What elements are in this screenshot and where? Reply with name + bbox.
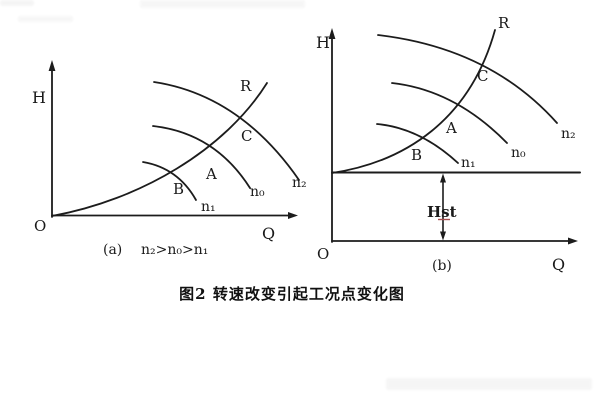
figure-a-pump-curve-n1 — [142, 161, 197, 201]
figure-a-point-B-label: B — [173, 180, 184, 198]
figure-b-point-A-label: A — [445, 119, 457, 137]
figure-a-y-axis-arrow-icon — [48, 60, 56, 71]
figure-b — [328, 28, 581, 245]
figure-b-origin-label: O — [317, 245, 329, 263]
figure-a-speed-condition: n₂>n₀>n₁ — [141, 242, 208, 258]
figure-a-point-A-label: A — [205, 165, 217, 183]
figure-b-pump-curve-n2 — [377, 34, 558, 124]
figure-b-hst-arrow-down-icon — [440, 231, 446, 241]
figure-b-y-axis-label: H — [316, 33, 330, 52]
figure-a-pump-curve-n0 — [152, 125, 251, 189]
figure-b-point-B-label: B — [411, 146, 422, 164]
figure-b-curve-n0-label: n₀ — [511, 145, 526, 161]
figure-b-tag: (b) — [432, 258, 452, 274]
figure-a-curve-n2-label: n₂ — [292, 175, 307, 191]
figure-a-point-R-label: R — [240, 77, 252, 95]
figure-a-system-curve-R — [51, 82, 268, 217]
figure-a — [48, 60, 300, 219]
figure-a-curve-n0-label: n₀ — [250, 184, 265, 200]
figure-b-system-curve-R — [331, 29, 496, 174]
figure-a-origin-label: O — [34, 217, 46, 235]
figure-b-pump-curve-n1 — [376, 123, 459, 164]
figure-b-curve-n2-label: n₂ — [561, 126, 576, 142]
figure-b-pump-curve-n0 — [391, 82, 508, 144]
figure-a-point-C-label: C — [241, 127, 252, 145]
figure-b-point-R-label: R — [498, 14, 510, 32]
figure-a-x-axis-label: Q — [262, 224, 275, 243]
figure-b-x-axis-arrow-icon — [568, 237, 578, 245]
figure-a-y-axis-label: H — [32, 88, 46, 107]
figure-b-x-axis-label: Q — [552, 255, 565, 274]
figure-a-curve-n1-label: n₁ — [201, 199, 216, 215]
scan-artifact — [0, 0, 34, 6]
figure-a-pump-curve-n2 — [153, 81, 300, 181]
figure-a-x-axis-arrow-icon — [288, 212, 298, 219]
figure-b-curve-n1-label: n₁ — [461, 155, 476, 171]
figure-a-tag: (a) — [103, 242, 122, 258]
figure-b-point-C-label: C — [477, 67, 488, 85]
figure-b-hst-arrow-up-icon — [440, 173, 446, 183]
figure-b-static-head-label: Hst — [427, 203, 457, 221]
figure-caption: 图2 转速改变引起工况点变化图 — [179, 285, 405, 303]
figure-b-y-axis-arrow-icon — [328, 28, 336, 39]
